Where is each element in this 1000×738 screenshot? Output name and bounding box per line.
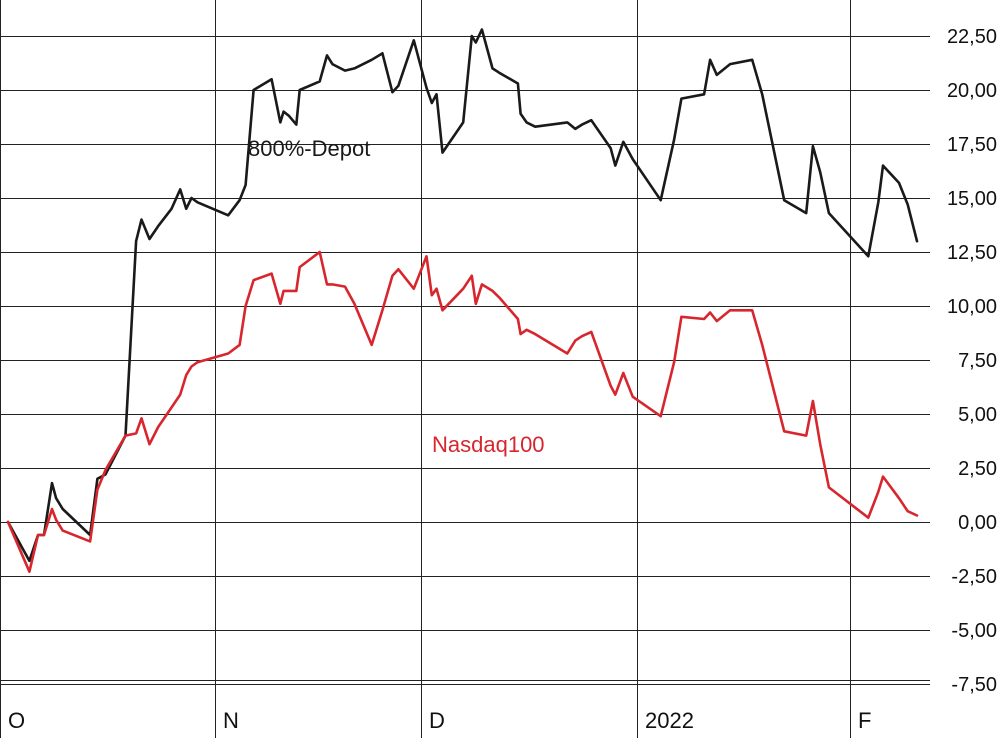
y-tick-label: 2,50	[958, 458, 997, 480]
y-tick-label-bg	[930, 238, 1000, 266]
x-axis-ticks: O N D 2022 F	[8, 708, 871, 733]
y-tick-label-bg	[930, 454, 1000, 482]
y-tick-label: 5,00	[958, 404, 997, 426]
series-annotations: 800%-Depot Nasdaq100	[248, 136, 545, 457]
x-tick-label: 2022	[645, 708, 694, 733]
y-tick-label: 15,00	[947, 188, 997, 210]
x-tick-label: D	[429, 708, 445, 733]
x-tick-label: F	[858, 708, 871, 733]
y-tick-label-bg	[930, 400, 1000, 428]
y-tick-label-bg	[930, 616, 1000, 644]
y-tick-label: -5,00	[951, 620, 997, 642]
series-label-800-depot: 800%-Depot	[248, 136, 370, 161]
y-tick-label-bg	[930, 22, 1000, 50]
y-tick-label-bg	[930, 292, 1000, 320]
series-label-nasdaq100: Nasdaq100	[432, 432, 545, 457]
y-tick-label-bg	[930, 76, 1000, 104]
y-tick-label: -2,50	[951, 566, 997, 588]
series-line-nasdaq100	[6, 250, 919, 574]
y-tick-label: 12,50	[947, 242, 997, 264]
y-tick-label-bg	[930, 562, 1000, 590]
x-tick-label: O	[8, 708, 25, 733]
y-tick-label-bg	[930, 184, 1000, 212]
y-tick-label: 22,50	[947, 26, 997, 48]
y-tick-label-bg	[930, 346, 1000, 374]
x-tick-label: N	[223, 708, 239, 733]
y-tick-label: 20,00	[947, 80, 997, 102]
y-tick-label: 10,00	[947, 296, 997, 318]
y-tick-label: -7,50	[951, 674, 997, 696]
y-tick-label: 7,50	[958, 350, 997, 372]
y-tick-label: 17,50	[947, 134, 997, 156]
series-line-800-depot	[6, 28, 919, 563]
y-axis-ticks: 22,50 20,00 17,50 15,00 12,50 10,00 7,50 5,00 2,…	[930, 22, 1000, 698]
y-tick-label: 0,00	[958, 512, 997, 534]
chart-series	[6, 28, 919, 574]
y-tick-label-bg	[930, 508, 1000, 536]
y-tick-label-bg	[930, 670, 1000, 698]
y-tick-label-bg	[930, 130, 1000, 158]
